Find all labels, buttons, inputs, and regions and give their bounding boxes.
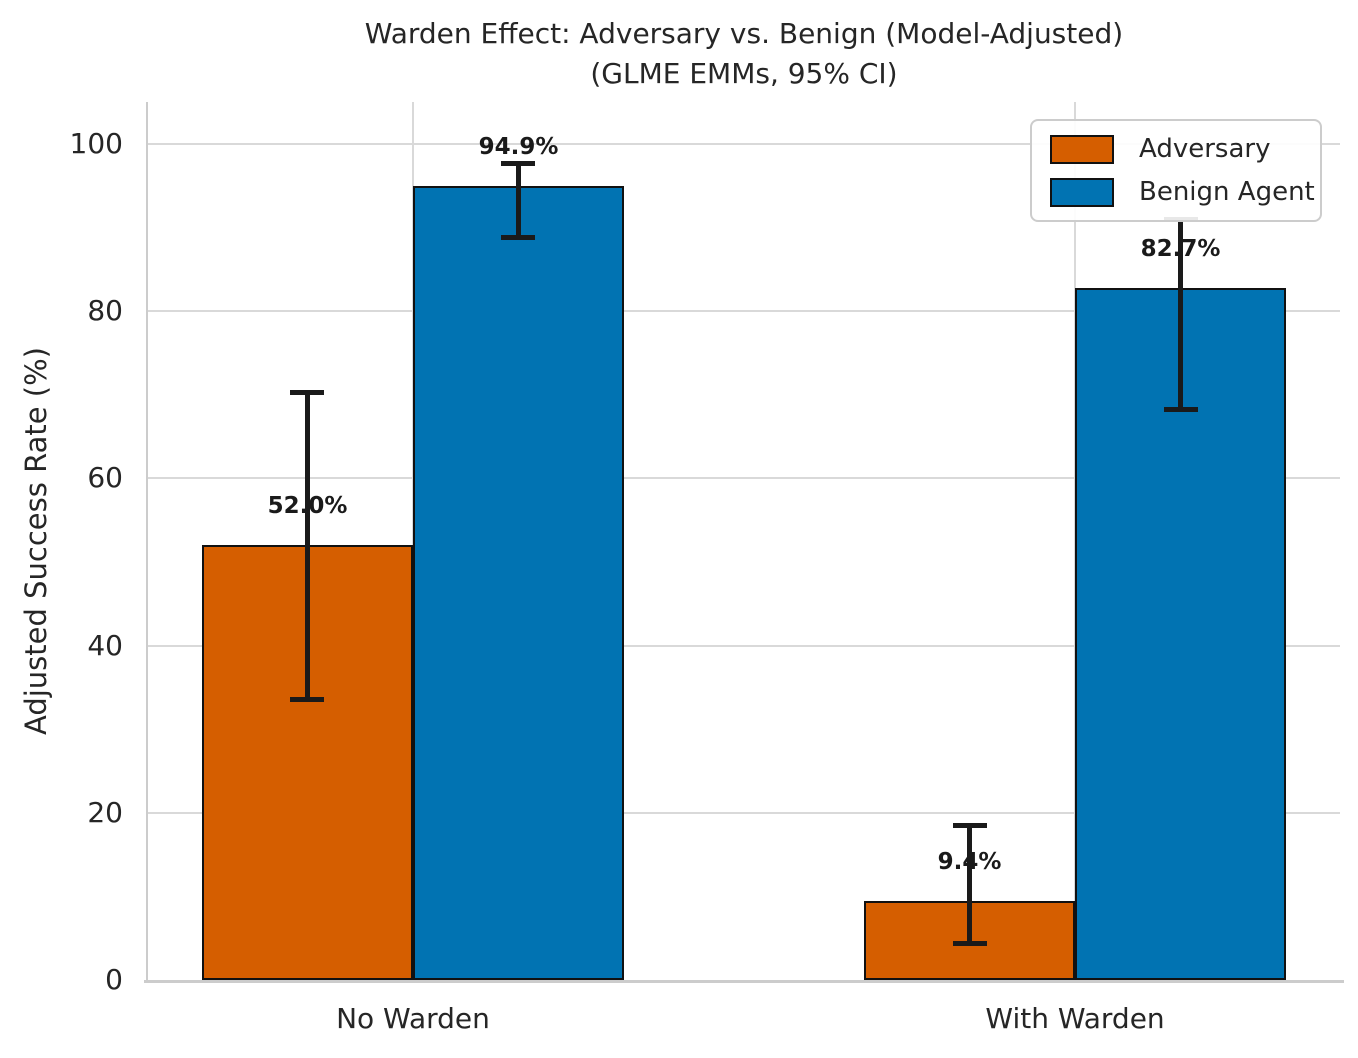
error-bar-cap-bottom — [290, 697, 325, 703]
xtick-label-1: With Warden — [985, 1002, 1165, 1035]
gridline-y-40 — [148, 644, 1340, 647]
legend-label: Benign Agent — [1139, 177, 1315, 207]
plot-area: 52.0% 9.4% 94.9% 82.7% — [144, 102, 1344, 983]
error-bar-cap-top — [290, 390, 325, 396]
bar-value-label: 9.4% — [937, 849, 1002, 876]
legend-label: Adversary — [1139, 134, 1271, 164]
legend: Adversary Benign Agent — [1030, 119, 1322, 222]
ytick-label-20: 20 — [87, 795, 123, 829]
x-axis-spine — [144, 980, 1344, 983]
legend-item-adversary: Adversary — [1050, 134, 1302, 164]
chart-title-line2: (GLME EMMs, 95% CI) — [590, 57, 898, 91]
bar-benign-agent-0 — [412, 186, 624, 980]
legend-swatch-icon — [1050, 134, 1114, 164]
xtick-label-0: No Warden — [336, 1002, 490, 1035]
ytick-label-40: 40 — [87, 628, 123, 662]
ytick-label-60: 60 — [87, 461, 123, 495]
error-bar-line — [304, 392, 310, 700]
y-axis-spine — [146, 102, 148, 980]
error-bar-line — [1178, 219, 1184, 410]
legend-swatch-icon — [1050, 177, 1114, 207]
error-bar-cap-bottom — [501, 234, 536, 240]
chart-title-line1: Warden Effect: Adversary vs. Benign (Mod… — [364, 17, 1124, 50]
chart-title: Warden Effect: Adversary vs. Benign (Mod… — [148, 14, 1340, 94]
error-bar-cap-bottom — [952, 940, 987, 946]
gridline-y-100 — [148, 142, 1340, 145]
legend-item-benign-agent: Benign Agent — [1050, 177, 1315, 207]
gridline-y-80 — [148, 310, 1340, 313]
error-bar-cap-bottom — [1163, 407, 1198, 413]
bar-value-label: 94.9% — [478, 134, 559, 161]
y-axis-label: Adjusted Success Rate (%) — [19, 347, 53, 735]
error-bar-cap-top — [501, 161, 536, 167]
error-bar-line — [967, 825, 973, 944]
ytick-label-80: 80 — [87, 294, 123, 328]
ytick-label-0: 0 — [105, 963, 123, 996]
bar-value-label: 52.0% — [267, 493, 348, 520]
gridline-y-20 — [148, 811, 1340, 814]
gridline-y-60 — [148, 477, 1340, 480]
ytick-label-100: 100 — [69, 126, 123, 160]
error-bar-line — [515, 163, 521, 238]
bar-value-label: 82.7% — [1140, 236, 1221, 263]
error-bar-cap-top — [952, 822, 987, 828]
